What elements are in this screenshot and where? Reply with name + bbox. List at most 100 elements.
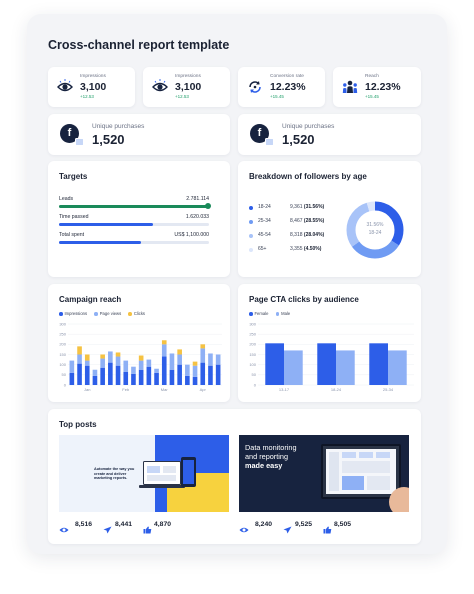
progress-dot	[205, 203, 211, 210]
y-tick-label: 200	[59, 342, 66, 347]
bar-impressions	[77, 363, 82, 385]
facebook-logo-letter: f	[67, 127, 72, 139]
phone-graphic	[181, 457, 196, 487]
target-label: Time passed	[59, 214, 89, 220]
kpi-card-reach[interactable]: Reach 12.23% +15.45	[333, 67, 421, 107]
post-thumbnail-2[interactable]: Data monitoring and reporting made easy	[239, 435, 409, 512]
count-value: 8,318	[290, 232, 303, 238]
kpi-card-impressions-2[interactable]: Impressions 3,100 +12.53	[143, 67, 230, 107]
y-tick-label: 0	[64, 382, 67, 387]
bar-page-views	[146, 359, 152, 367]
kpi-change: +15.45	[365, 94, 379, 99]
progress-track	[59, 241, 209, 244]
bar-page-views	[161, 344, 167, 357]
purchases-value: 1,520	[92, 132, 125, 147]
legend-dot	[249, 248, 253, 252]
purchases-label: Unique purchases	[282, 123, 335, 130]
pct-value: (28.04%)	[303, 232, 325, 238]
report-title: Cross-channel report template	[48, 38, 230, 52]
bar-impressions	[215, 364, 221, 385]
bar-page-views	[77, 354, 82, 364]
progress-track	[59, 223, 209, 226]
people-icon	[342, 80, 358, 93]
bar-impressions	[154, 372, 159, 385]
age-label: 45-54	[258, 232, 271, 238]
y-tick-label: 100	[59, 362, 66, 367]
age-donut-chart	[346, 201, 404, 259]
unique-purchases-card[interactable]: f Unique purchases 1,520	[48, 114, 230, 155]
bar-page-views	[69, 360, 75, 373]
eye-icon	[239, 521, 249, 539]
legend-label: Clicks	[133, 311, 146, 316]
progress-fill	[59, 223, 153, 226]
card-title: Targets	[59, 172, 88, 181]
donut-center-pct: 31.56%	[366, 222, 384, 228]
legend-item-impressions: Impressions	[59, 311, 87, 316]
bar-page-views	[100, 358, 105, 368]
x-tick-label: 13-17	[279, 387, 290, 392]
bar-impressions	[131, 373, 136, 385]
bar-impressions	[200, 362, 206, 385]
progress-track	[59, 205, 209, 208]
bar-page-views	[200, 348, 206, 363]
purchases-label: Unique purchases	[92, 123, 145, 130]
legend-item-female: Female	[249, 311, 268, 316]
x-tick-label: Mar	[161, 387, 169, 392]
target-value: 2.781.114	[186, 196, 209, 202]
legend-item-page-views: Page views	[94, 311, 121, 316]
age-row-65-plus: 65+ 3,355 (4.50%)	[249, 246, 344, 254]
donut-slice-25-34	[346, 201, 404, 259]
post-thumb-text: Automate the way you create and deliver …	[94, 467, 135, 481]
bar-page-views	[108, 351, 113, 363]
post-thumb-line-3: made easy	[245, 461, 283, 470]
y-tick-label: 300	[59, 321, 66, 326]
campaign-reach-chart: 300 250 200 150 100 50 0 Jan Feb Mar Apr	[59, 321, 222, 392]
bar-clicks	[138, 355, 144, 361]
eye-icon	[152, 79, 168, 92]
bar-impressions	[123, 371, 129, 385]
card-title: Campaign reach	[59, 295, 122, 304]
age-row-45-54: 45-54 8,318 (28.04%)	[249, 232, 344, 240]
legend-item-clicks: Clicks	[128, 311, 145, 316]
bar-clicks	[192, 361, 198, 366]
kpi-card-conversion-rate[interactable]: Conversion rate 12.23% +15.45	[238, 67, 325, 107]
bar-clicks	[115, 352, 121, 357]
kpi-label: Conversion rate	[270, 74, 304, 79]
age-count: 8,318 (28.04%)	[290, 232, 324, 238]
pct-value: (31.56%)	[303, 204, 325, 210]
kpi-change: +15.45	[270, 94, 284, 99]
y-tick-label: 250	[249, 332, 256, 337]
kpi-card-impressions[interactable]: Impressions 3,100 +12.53	[48, 67, 135, 107]
post-stats-1: 8,516 8,441 4,870	[59, 521, 229, 534]
progress-fill	[59, 205, 209, 208]
pct-value: (28.55%)	[303, 218, 325, 224]
legend-item-male: Male	[275, 311, 290, 316]
thumbs-up-icon	[143, 521, 152, 539]
count-value: 9,361	[290, 204, 303, 210]
donut-center-label: 18-24	[368, 230, 382, 236]
age-row-25-34: 25-34 8,467 (28.55%)	[249, 218, 344, 226]
target-label: Leads	[59, 196, 74, 202]
bar-clicks	[200, 344, 206, 349]
legend-label: Impressions	[64, 311, 88, 316]
chart-legend: Female Male	[249, 311, 296, 316]
age-count: 3,355 (4.50%)	[290, 246, 321, 252]
post-thumbnail-1[interactable]: Automate the way you create and deliver …	[59, 435, 229, 512]
kpi-value: 12.23%	[270, 81, 306, 93]
refresh-icon	[249, 81, 261, 93]
bar-female	[369, 343, 388, 385]
legend-dot	[249, 220, 253, 224]
bar-clicks	[177, 349, 182, 355]
donut-slice-65+	[346, 201, 404, 259]
unique-purchases-card-2[interactable]: f Unique purchases 1,520	[238, 114, 421, 155]
bar-impressions	[161, 356, 167, 385]
y-tick-label: 300	[249, 321, 256, 326]
card-title: Page CTA clicks by audience	[249, 295, 359, 304]
bar-impressions	[115, 365, 121, 385]
target-value: 1.620.033	[185, 214, 209, 220]
facebook-icon: f	[250, 124, 274, 146]
share-icon	[283, 521, 292, 539]
age-count: 8,467 (28.55%)	[290, 218, 324, 224]
bar-impressions	[69, 372, 75, 385]
bar-impressions	[192, 376, 198, 385]
